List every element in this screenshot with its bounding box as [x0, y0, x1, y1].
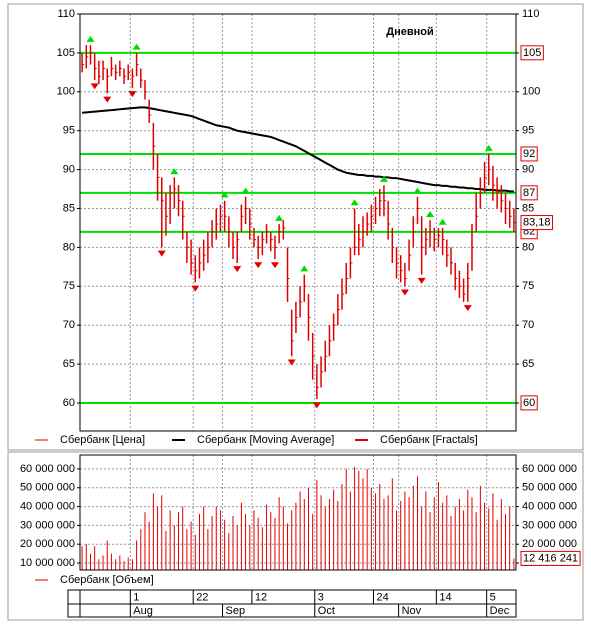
- y-tick-label-right: 30 000 000: [522, 519, 577, 531]
- y-tick-label: 30 000 000: [20, 519, 75, 531]
- x-tick-label: 24: [376, 591, 388, 603]
- level-label: 87: [523, 187, 535, 199]
- y-tick-label-right: 60 000 000: [522, 463, 577, 475]
- fractal-down: [312, 402, 321, 409]
- last-price-label-box: [520, 215, 554, 231]
- fractal-up: [220, 191, 229, 198]
- fractal-down: [270, 262, 279, 269]
- fractal-up: [132, 43, 141, 50]
- y-tick-label: 20 000 000: [20, 538, 75, 550]
- plot-frame: [79, 13, 517, 432]
- y-tick-label: 60 000 000: [20, 463, 75, 475]
- x-tick-label: 14: [439, 591, 451, 603]
- level-label-box: [520, 45, 544, 61]
- level-label: 105: [523, 47, 541, 59]
- level-label: 60: [523, 397, 535, 409]
- x-tick-label: 5: [490, 591, 496, 603]
- month-label: Sep: [226, 605, 246, 617]
- fractal-up: [350, 199, 359, 206]
- y-tick-label-right: 75: [522, 280, 534, 292]
- y-tick-label: 85: [63, 202, 75, 214]
- fractal-up: [275, 214, 284, 221]
- month-label: Aug: [133, 605, 153, 617]
- fractal-down: [233, 266, 242, 273]
- y-tick-label: 40 000 000: [20, 500, 75, 512]
- fractal-down: [90, 83, 99, 90]
- fractal-up: [86, 35, 95, 42]
- fractal-down: [287, 359, 296, 366]
- y-tick-label: 10 000 000: [20, 557, 75, 569]
- y-tick-label: 60: [63, 397, 75, 409]
- legend-label: Сбербанк [Fractals]: [380, 434, 478, 446]
- fractal-down: [103, 96, 112, 103]
- moving-average-line: [82, 106, 514, 193]
- y-tick-label: 110: [57, 8, 75, 20]
- y-tick-label-right: 95: [522, 125, 534, 137]
- fractal-up: [426, 210, 435, 217]
- legend-label: Сбербанк [Объем]: [60, 574, 154, 586]
- last-value-label-box: [520, 550, 581, 566]
- plot-frame: [79, 454, 517, 571]
- y-tick-label: 50 000 000: [20, 482, 75, 494]
- y-tick-label: 75: [63, 280, 75, 292]
- y-tick-label: 70: [63, 319, 75, 331]
- month-label: Dec: [490, 605, 510, 617]
- y-tick-label: 100: [57, 86, 75, 98]
- fractal-down: [157, 250, 166, 257]
- y-tick-label-right: 110: [522, 8, 540, 20]
- y-tick-label-right: 80: [522, 241, 534, 253]
- y-tick-label: 80: [63, 241, 75, 253]
- legend-label: Сбербанк [Цена]: [60, 434, 145, 446]
- x-tick-label: 22: [196, 591, 208, 603]
- x-tick-label: 3: [318, 591, 324, 603]
- fractal-up: [438, 218, 447, 225]
- level-label-box: [520, 146, 538, 162]
- y-tick-label-right: 90: [522, 164, 534, 176]
- y-tick-label: 65: [63, 358, 75, 370]
- fractal-down: [254, 262, 263, 269]
- price-panel: [7, 3, 584, 451]
- y-tick-label: 105: [57, 47, 75, 59]
- fractal-up: [241, 187, 250, 194]
- x-tick-label: 1: [133, 591, 139, 603]
- last-price-label: 83,18: [523, 217, 551, 229]
- y-tick-label-right: 50 000 000: [522, 482, 577, 494]
- legend-label: Сбербанк [Moving Average]: [197, 434, 334, 446]
- fractal-down: [400, 289, 409, 296]
- chart-title: Дневной: [386, 26, 434, 38]
- y-tick-label-right: 20 000 000: [522, 538, 577, 550]
- fractal-up: [413, 187, 422, 194]
- y-tick-label: 90: [63, 164, 75, 176]
- level-label: 92: [523, 148, 535, 160]
- fractal-down: [128, 91, 137, 98]
- fractal-up: [170, 168, 179, 175]
- y-tick-label-right: 65: [522, 358, 534, 370]
- y-tick-label: 95: [63, 125, 75, 137]
- y-tick-label-right: 70: [522, 319, 534, 331]
- last-value-label: 12 416 241: [523, 552, 578, 564]
- fractal-down: [463, 305, 472, 312]
- level-label-box: [520, 185, 538, 201]
- level-label-box: [520, 395, 538, 411]
- y-tick-label-right: 100: [522, 86, 540, 98]
- x-tick-label: 12: [255, 591, 267, 603]
- month-label: Nov: [402, 605, 422, 617]
- fractal-up: [300, 265, 309, 272]
- fractal-down: [191, 285, 200, 292]
- fractal-up: [379, 175, 388, 182]
- y-tick-label-right: 85: [522, 202, 534, 214]
- fractal-down: [417, 277, 426, 284]
- fractal-up: [484, 144, 493, 151]
- y-tick-label-right: 40 000 000: [522, 500, 577, 512]
- month-label: Oct: [318, 605, 335, 617]
